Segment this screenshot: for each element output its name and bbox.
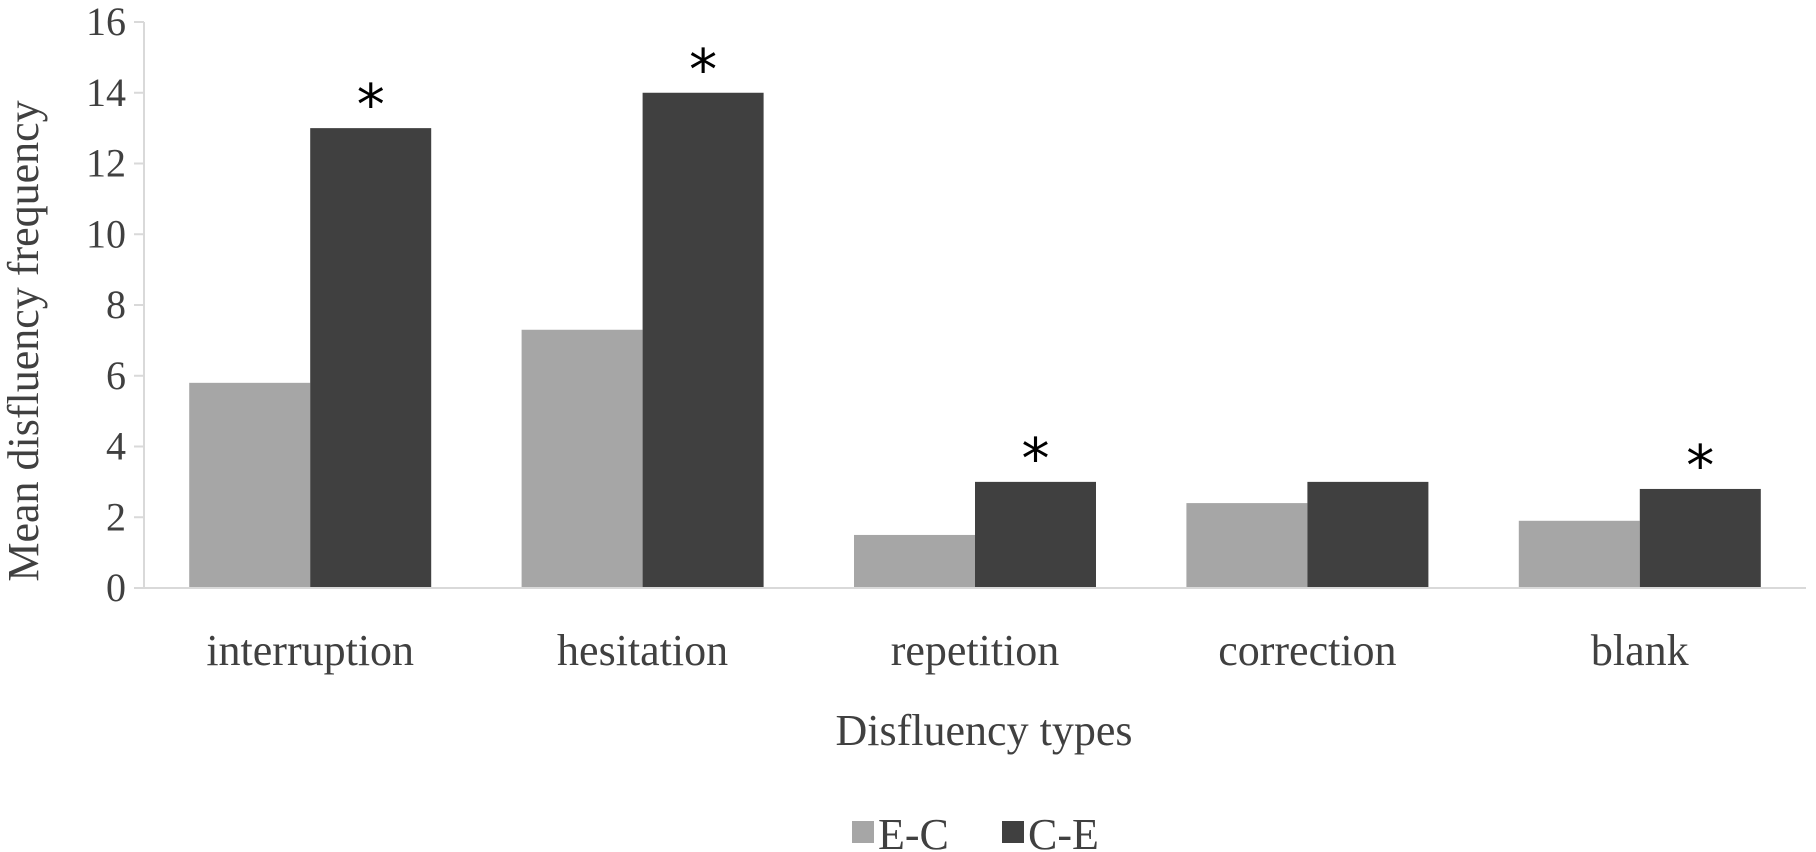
- bars: [189, 92, 1761, 588]
- bar-e-c-interruption: [189, 382, 311, 588]
- y-tick-label: 8: [106, 282, 126, 327]
- x-tick-label-correction: correction: [1218, 626, 1396, 675]
- significance-marker: *: [689, 38, 717, 103]
- y-tick-label: 16: [86, 0, 126, 44]
- x-tick-label-repetition: repetition: [891, 626, 1060, 675]
- bar-c-e-repetition: [975, 481, 1096, 588]
- legend-label-c-e: C-E: [1028, 810, 1099, 852]
- legend-label-e-c: E-C: [878, 810, 949, 852]
- significance-marker: *: [1686, 434, 1714, 499]
- bar-e-c-repetition: [854, 534, 975, 588]
- x-axis: interruption hesitation repetition correcti…: [144, 587, 1806, 675]
- y-tick-label: 2: [106, 494, 126, 539]
- bar-c-e-interruption: [310, 128, 432, 588]
- significance-marker: *: [1022, 427, 1050, 492]
- y-tick-label: 0: [106, 565, 126, 610]
- bar-e-c-hesitation: [521, 329, 643, 588]
- y-tick-label: 6: [106, 353, 126, 398]
- y-tick-label: 14: [86, 70, 126, 115]
- x-axis-title: Disfluency types: [836, 706, 1133, 755]
- bar-e-c-correction: [1186, 503, 1308, 588]
- y-axis-title: Mean disfluency frequency: [0, 100, 48, 581]
- bar-c-e-blank: [1639, 488, 1761, 588]
- legend-swatch-c-e: [1002, 821, 1024, 843]
- significance-markers: * * * *: [357, 38, 1715, 499]
- legend: E-C C-E: [852, 810, 1099, 852]
- y-tick-label: 12: [86, 141, 126, 186]
- bar-e-c-blank: [1518, 520, 1640, 588]
- legend-swatch-e-c: [852, 821, 874, 843]
- x-tick-label-interruption: interruption: [206, 626, 414, 675]
- y-tick-label: 10: [86, 211, 126, 256]
- significance-marker: *: [357, 73, 385, 138]
- x-tick-label-blank: blank: [1591, 626, 1689, 675]
- y-tick-label: 4: [106, 424, 126, 469]
- x-tick-label-hesitation: hesitation: [557, 626, 728, 675]
- bar-c-e-hesitation: [642, 92, 764, 588]
- bar-c-e-correction: [1307, 481, 1429, 588]
- y-axis: 0 2 4 6 8 10 12 14 16: [86, 0, 145, 610]
